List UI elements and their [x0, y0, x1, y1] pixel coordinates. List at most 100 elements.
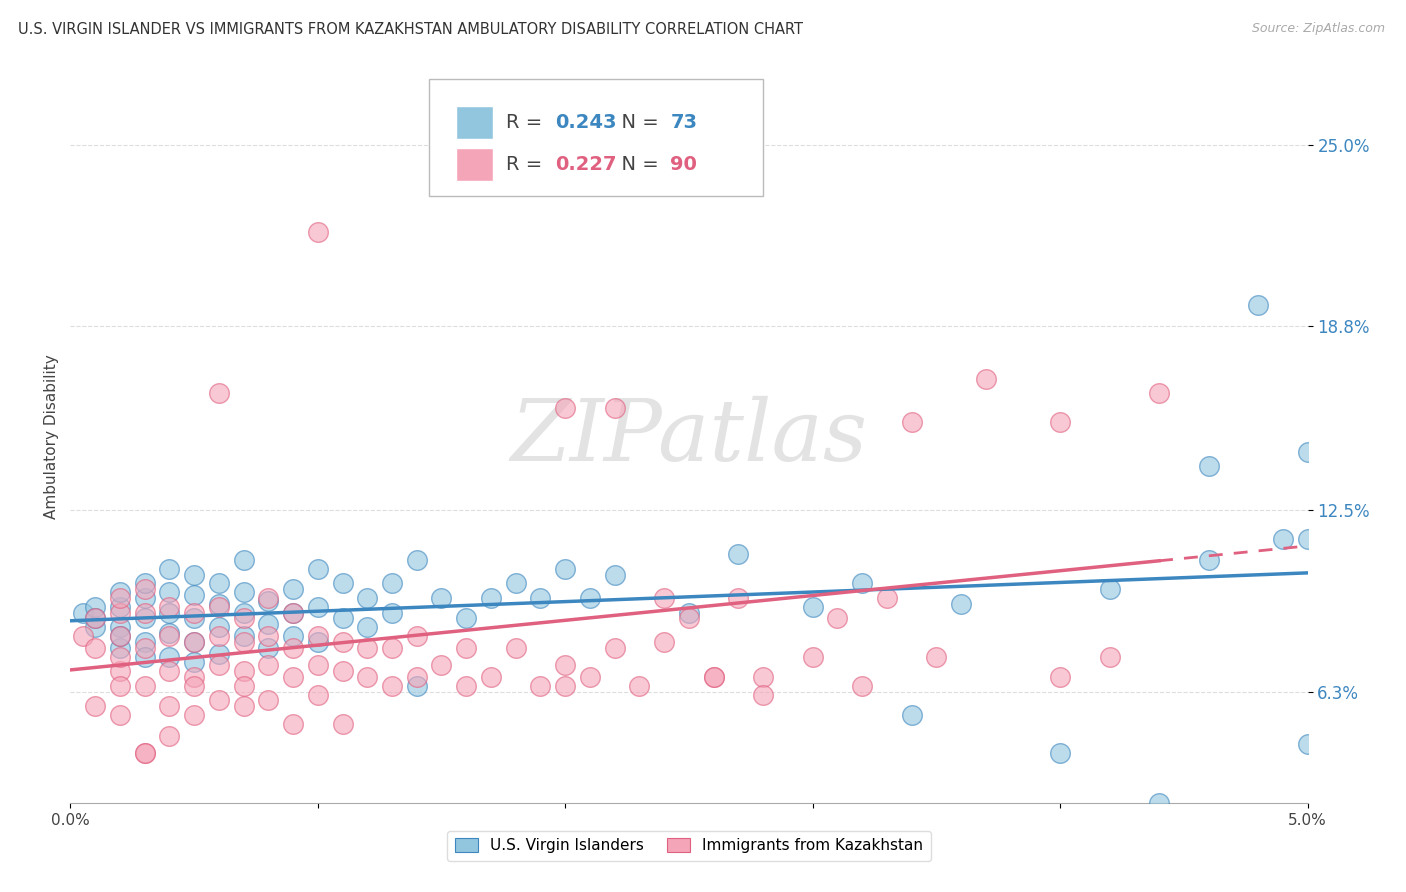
Point	[974, 371, 997, 385]
Point	[134, 746, 156, 760]
Point	[157, 562, 180, 576]
Point	[183, 588, 205, 602]
Point	[134, 679, 156, 693]
FancyBboxPatch shape	[429, 78, 763, 195]
Point	[108, 649, 131, 664]
Point	[801, 599, 824, 614]
Point	[603, 401, 626, 415]
Point	[1098, 582, 1121, 597]
Point	[801, 649, 824, 664]
Point	[678, 611, 700, 625]
Point	[232, 699, 254, 714]
Point	[430, 591, 453, 605]
Point	[456, 611, 478, 625]
Point	[356, 640, 378, 655]
Point	[108, 585, 131, 599]
Point	[183, 679, 205, 693]
Text: U.S. VIRGIN ISLANDER VS IMMIGRANTS FROM KAZAKHSTAN AMBULATORY DISABILITY CORRELA: U.S. VIRGIN ISLANDER VS IMMIGRANTS FROM …	[18, 22, 803, 37]
Point	[456, 640, 478, 655]
Point	[479, 591, 502, 605]
Point	[72, 629, 94, 643]
Point	[257, 591, 280, 605]
Text: R =: R =	[506, 113, 548, 132]
Point	[479, 670, 502, 684]
Point	[183, 708, 205, 723]
Point	[900, 416, 922, 430]
Point	[356, 670, 378, 684]
Point	[183, 670, 205, 684]
Point	[134, 576, 156, 591]
Point	[108, 708, 131, 723]
Text: R =: R =	[506, 154, 548, 174]
Point	[405, 679, 427, 693]
Point	[1049, 670, 1071, 684]
Point	[405, 629, 427, 643]
Point	[727, 547, 749, 561]
Point	[1198, 459, 1220, 474]
Point	[703, 670, 725, 684]
Point	[405, 553, 427, 567]
Point	[652, 635, 675, 649]
Point	[134, 640, 156, 655]
Point	[157, 585, 180, 599]
Point	[827, 611, 849, 625]
Point	[752, 670, 775, 684]
Point	[84, 611, 107, 625]
Point	[108, 664, 131, 678]
FancyBboxPatch shape	[457, 106, 494, 139]
Point	[157, 649, 180, 664]
Point	[108, 599, 131, 614]
Point	[900, 708, 922, 723]
Text: N =: N =	[609, 154, 665, 174]
Point	[208, 576, 231, 591]
Point	[307, 562, 329, 576]
Point	[183, 656, 205, 670]
Point	[281, 606, 304, 620]
Point	[281, 582, 304, 597]
Point	[108, 640, 131, 655]
Point	[381, 640, 404, 655]
Point	[554, 401, 576, 415]
Point	[281, 606, 304, 620]
Point	[381, 679, 404, 693]
Point	[1296, 444, 1319, 458]
Point	[108, 606, 131, 620]
Point	[1147, 796, 1170, 810]
Point	[134, 746, 156, 760]
Point	[332, 635, 354, 649]
Point	[84, 611, 107, 625]
Point	[1147, 386, 1170, 401]
Point	[505, 640, 527, 655]
Text: 73: 73	[671, 113, 697, 132]
Point	[208, 693, 231, 707]
Point	[208, 629, 231, 643]
Y-axis label: Ambulatory Disability: Ambulatory Disability	[44, 355, 59, 519]
Point	[232, 679, 254, 693]
Point	[876, 591, 898, 605]
Point	[1296, 737, 1319, 751]
Point	[183, 606, 205, 620]
Point	[678, 606, 700, 620]
Point	[157, 729, 180, 743]
Point	[307, 599, 329, 614]
Text: N =: N =	[609, 113, 665, 132]
Point	[108, 591, 131, 605]
Point	[257, 693, 280, 707]
Text: Source: ZipAtlas.com: Source: ZipAtlas.com	[1251, 22, 1385, 36]
Point	[579, 591, 602, 605]
Point	[257, 617, 280, 632]
Point	[652, 591, 675, 605]
Point	[1098, 649, 1121, 664]
Point	[332, 664, 354, 678]
Point	[134, 649, 156, 664]
Point	[332, 611, 354, 625]
Point	[134, 611, 156, 625]
Point	[208, 647, 231, 661]
Point	[281, 670, 304, 684]
Point	[208, 658, 231, 673]
Point	[752, 688, 775, 702]
Point	[281, 640, 304, 655]
Point	[281, 629, 304, 643]
Point	[72, 606, 94, 620]
Text: 90: 90	[671, 154, 697, 174]
